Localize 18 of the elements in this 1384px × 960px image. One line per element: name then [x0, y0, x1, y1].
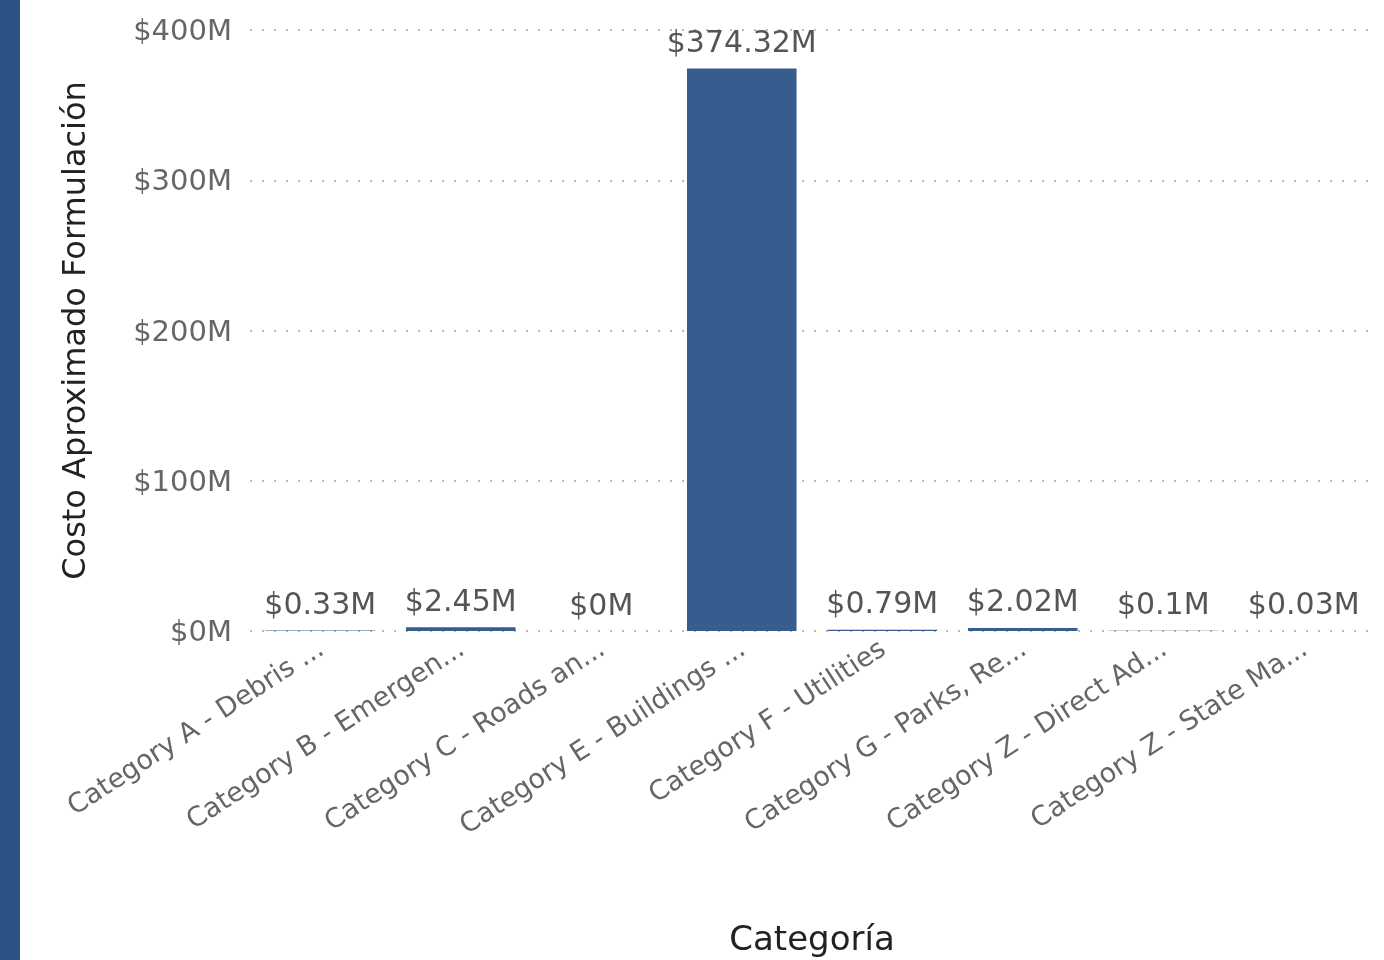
y-tick-label: $300M: [133, 163, 232, 198]
data-label: $2.02M: [966, 583, 1079, 619]
y-tick-label: $100M: [133, 463, 232, 498]
bar: [405, 627, 516, 631]
data-label: $0.03M: [1247, 586, 1360, 622]
bar: [967, 627, 1078, 631]
data-label: $374.32M: [666, 24, 817, 60]
x-axis-title: Categoría: [729, 918, 895, 958]
bar: [686, 68, 797, 631]
data-label: $0.1M: [1116, 586, 1210, 622]
data-label: $0M: [569, 586, 634, 622]
y-tick-label: $200M: [133, 313, 232, 348]
data-label: $0.79M: [826, 585, 939, 621]
data-label: $0.33M: [264, 586, 377, 621]
y-axis-title: Costo Aproximado Formulación: [55, 81, 93, 580]
y-tick-label: $0M: [170, 614, 232, 648]
y-tick-label: $400M: [133, 13, 232, 47]
data-label: $2.45M: [404, 582, 517, 618]
